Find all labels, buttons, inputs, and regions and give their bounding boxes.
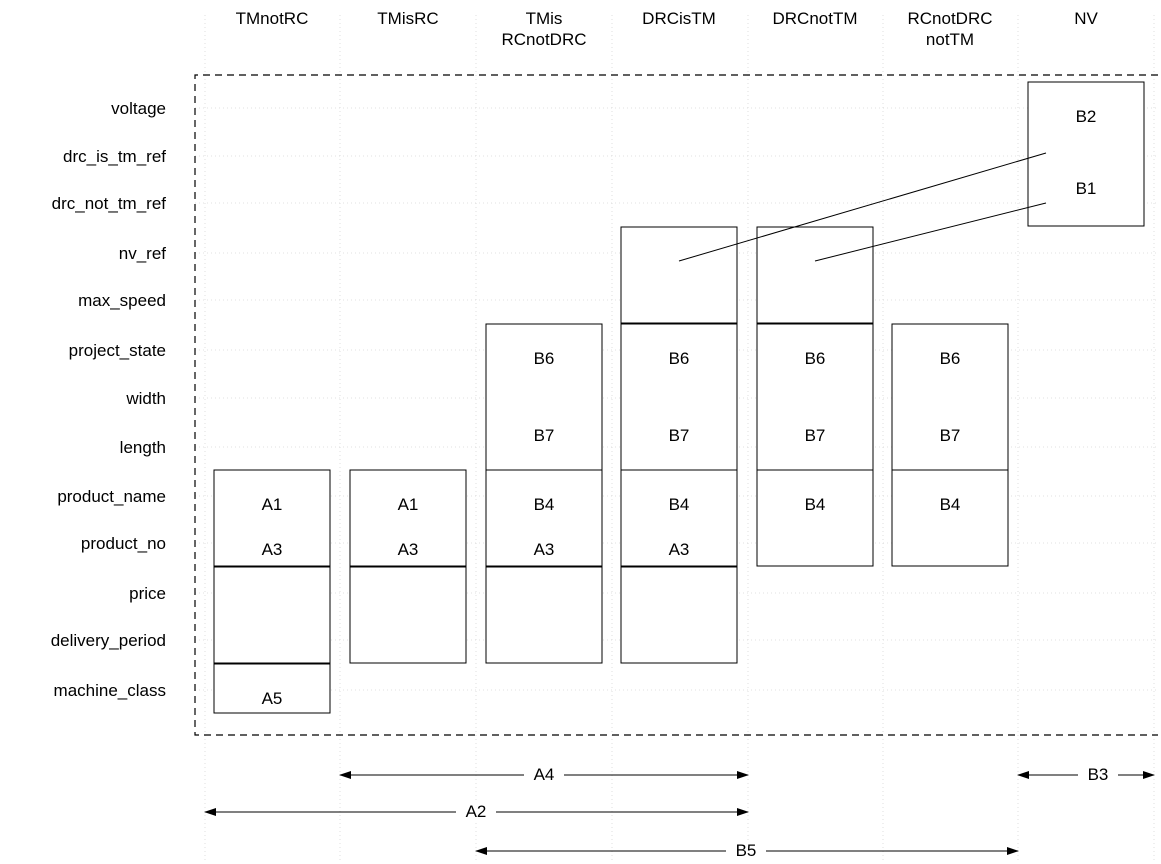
block-box-prod-drcnottm (756, 469, 874, 567)
row-label-price: price (129, 584, 166, 603)
row-label-product-name: product_name (57, 487, 166, 506)
dashed-boundary (194, 74, 1158, 736)
column-header-4: DRCnotTM (760, 8, 870, 29)
block-label-b4: B4 (804, 495, 826, 514)
block-box-nv-box (1027, 81, 1145, 227)
row-label-drc-is-tm-ref: drc_is_tm_ref (63, 147, 166, 166)
column-header-2: TMis RCnotDRC (489, 8, 599, 50)
block-box-prod-rcnotdrc (891, 469, 1009, 567)
column-header-line: DRCisTM (642, 9, 716, 28)
block-label-b6: B6 (533, 349, 555, 368)
block-box-dims-tmis (485, 323, 603, 471)
column-header-0: TMnotRC (217, 8, 327, 29)
reference-line-0 (678, 152, 1047, 262)
block-box-prod-tmisrc (349, 469, 467, 567)
block-label-b4: B4 (533, 495, 555, 514)
block-box-price-tmis (485, 566, 603, 664)
row-label-max-speed: max_speed (78, 291, 166, 310)
block-label-b7: B7 (804, 426, 826, 446)
row-label-nv-ref: nv_ref (118, 244, 166, 263)
column-header-line: NV (1074, 9, 1098, 28)
block-box-dims-rcnotdrc (891, 323, 1009, 471)
block-label-a3: A3 (261, 539, 283, 559)
block-box-dims-drcistm (620, 323, 738, 471)
row-label-project-state: project_state (68, 341, 166, 360)
block-label-b1: B1 (1075, 178, 1097, 198)
column-header-1: TMisRC (353, 8, 463, 29)
column-header-6: NV (1031, 8, 1141, 29)
column-header-3: DRCisTM (624, 8, 734, 29)
column-header-line: TMisRC (377, 9, 439, 28)
row-label-delivery-period: delivery_period (50, 631, 166, 650)
span-label-a4: A4 (524, 764, 564, 785)
block-box-prod-tmnotrc (213, 469, 331, 567)
block-box-dims-drcnottm (756, 323, 874, 471)
column-header-line: RCnotDRC (907, 9, 993, 28)
block-label-b6: B6 (668, 349, 690, 368)
block-label-b2: B2 (1075, 107, 1097, 126)
span-label-a2: A2 (456, 801, 496, 822)
block-label-a1: A1 (261, 495, 283, 514)
row-label-width: width (126, 389, 166, 408)
block-box-ref-drcistm (620, 226, 738, 324)
block-box-price-tmisrc (349, 566, 467, 664)
span-label-b3: B3 (1078, 764, 1118, 785)
column-header-line: DRCnotTM (772, 9, 858, 28)
block-label-a1: A1 (397, 495, 419, 514)
span-label-b5: B5 (726, 840, 766, 861)
block-label-b4: B4 (668, 495, 690, 514)
block-box-price-drcistm (620, 566, 738, 664)
block-box-ref-drcnottm (756, 226, 874, 324)
block-box-class-tmnotrc (213, 663, 331, 714)
block-label-a3: A3 (533, 539, 555, 559)
block-label-a5: A5 (261, 689, 283, 708)
row-label-drc-not-tm-ref: drc_not_tm_ref (51, 194, 166, 213)
block-box-price-tmnotrc (213, 566, 331, 664)
column-header-line: RCnotDRC (501, 30, 587, 49)
row-label-product-no: product_no (80, 534, 166, 553)
block-label-b7: B7 (668, 426, 690, 446)
row-label-machine-class: machine_class (53, 681, 166, 700)
block-label-b4: B4 (939, 495, 961, 514)
block-box-prod-drcistm (620, 469, 738, 567)
row-label-voltage: voltage (111, 99, 166, 118)
block-label-b6: B6 (804, 349, 826, 368)
block-label-b7: B7 (939, 426, 961, 446)
column-header-line: notTM (925, 30, 975, 49)
column-header-line: TMis (525, 9, 563, 28)
reference-line-1 (814, 202, 1047, 262)
column-header-line: TMnotRC (235, 9, 309, 28)
column-header-5: RCnotDRC notTM (895, 8, 1005, 50)
block-label-a3: A3 (668, 539, 690, 559)
block-label-b6: B6 (939, 349, 961, 368)
block-label-b7: B7 (533, 426, 555, 446)
row-label-length: length (119, 438, 166, 457)
block-box-prod-tmis (485, 469, 603, 567)
block-label-a3: A3 (397, 539, 419, 559)
